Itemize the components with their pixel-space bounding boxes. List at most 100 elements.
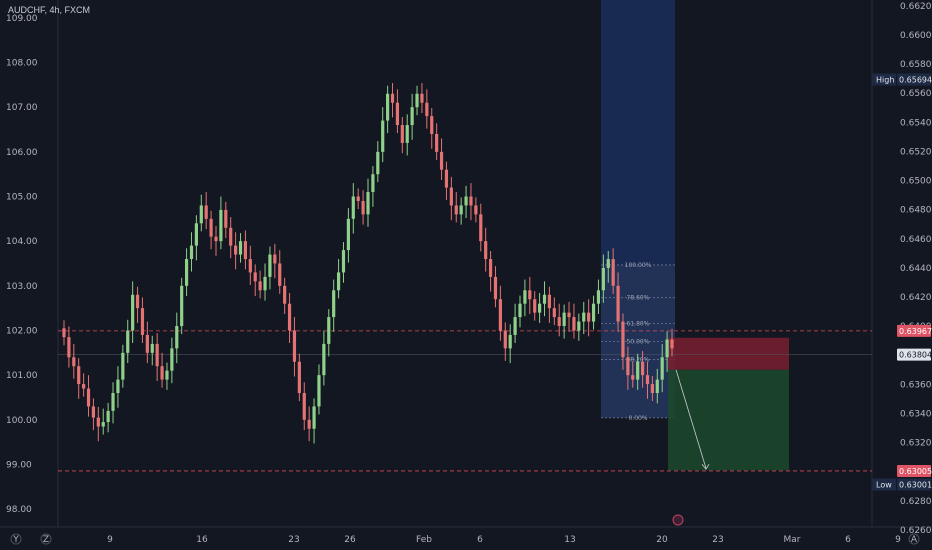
candle-body [498,299,502,331]
candle-body [248,259,252,273]
candle-body [371,174,375,193]
candle-body [366,192,370,215]
candle-body [572,317,576,331]
candle-body [449,187,453,206]
candle-body [390,93,395,103]
axis-mode-icon [40,533,52,545]
candle-body [287,303,292,331]
candle-body [155,343,159,367]
candle-body [268,254,272,277]
price-tag-resistance [897,324,931,337]
time-axis-tick: 26 [344,535,356,545]
candle-body [640,361,645,376]
price-tag-current [897,348,931,361]
candle-body [587,312,591,322]
candle-body [243,241,248,260]
chart-title: AUDCHF, 4h, FXCM [8,5,91,15]
candle-body [631,375,635,380]
candle-body [606,259,610,268]
candle-body [459,205,463,215]
candle-body [336,272,341,291]
candle-body [523,290,527,304]
candle-body [199,205,203,224]
candle-body [160,366,164,380]
left-axis-tick: 102.00 [6,326,38,336]
candle-body [86,388,91,407]
price-tag-name-bg [872,478,896,491]
price-tag-support [897,464,931,477]
candle-body [126,330,130,353]
candle-body [626,357,630,376]
left-axis-tick: 98.00 [6,505,32,515]
fib-level-label: 0.00% [628,415,647,422]
candle-body [381,120,385,152]
left-axis-tick: 100.00 [6,416,38,426]
candle-body [454,205,458,215]
axis-mode-label: Z [43,535,49,545]
candle-body [479,214,483,242]
candle-body [82,384,86,389]
candle-body [150,343,154,353]
candle-body [234,245,238,255]
candle-body [67,337,71,358]
candle-body [356,196,360,201]
candle-body [91,406,96,418]
candle-body [636,361,640,380]
candle-body [538,303,542,313]
left-axis-tick: 104.00 [6,237,38,247]
candle-body [361,200,365,215]
time-axis-tick: Feb [416,535,432,545]
left-axis-tick: 99.00 [6,460,32,470]
price-tag-name: High [876,75,894,84]
time-axis-tick: 16 [196,535,208,545]
candle-body [332,290,336,318]
time-axis-tick: 6 [477,535,483,545]
candle-body [650,384,654,394]
candle-body [62,328,66,338]
candle-body [327,317,331,344]
candle-body [175,326,179,349]
candle-body [582,312,586,322]
fib-level-label: 78.60% [627,295,650,302]
candle-body [224,209,228,228]
left-axis-tick: 105.00 [6,193,38,203]
candle-body [655,379,659,394]
candle-body [552,308,556,318]
candle-body [410,107,414,126]
candle-body [194,223,198,246]
candle-body [189,245,194,260]
candle-body [488,259,493,277]
candle-body [101,422,105,427]
candle-body [170,348,174,371]
candle-body [292,330,297,362]
candle-body [542,294,547,304]
projection-arrow [675,369,707,469]
candle-body [204,205,208,219]
price-tag-value: 0.63005 [899,467,932,476]
candle-body [400,125,404,143]
candle-body [547,294,552,309]
left-axis-tick: 103.00 [6,282,38,292]
candle-body [77,366,81,385]
candle-body [72,357,76,367]
time-axis-tick: 23 [288,535,299,545]
candle-body [140,308,145,335]
candle-body [322,343,326,376]
candle-body [601,267,605,291]
candle-body [508,334,512,349]
candle-body [420,93,424,103]
candle-body [96,417,100,427]
candle-body [518,303,522,318]
